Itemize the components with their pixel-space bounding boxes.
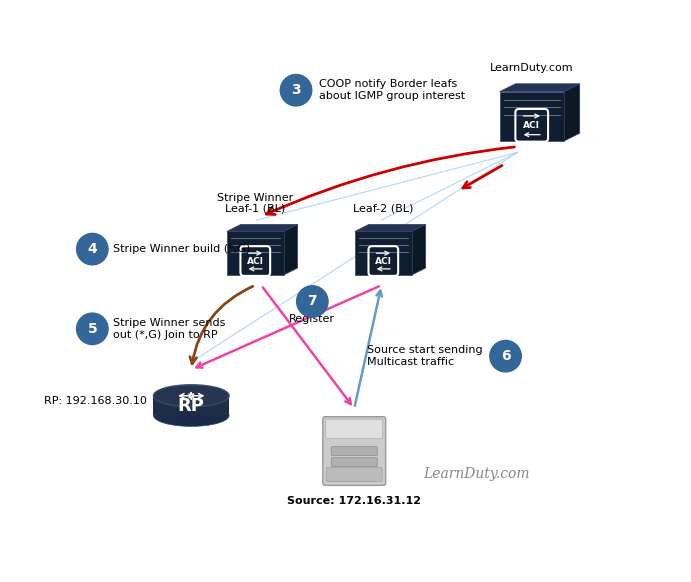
FancyBboxPatch shape <box>331 457 377 467</box>
Polygon shape <box>227 225 298 232</box>
Circle shape <box>490 340 521 372</box>
Text: Stripe Winner build (*,G): Stripe Winner build (*,G) <box>113 244 250 254</box>
Polygon shape <box>412 225 426 275</box>
Text: 5: 5 <box>88 322 97 336</box>
Text: Stripe Winner sends
out (*,G) Join to RP: Stripe Winner sends out (*,G) Join to RP <box>113 318 225 340</box>
Text: 6: 6 <box>501 349 511 363</box>
Text: COOP notify Border leafs
about IGMP group interest: COOP notify Border leafs about IGMP grou… <box>319 79 466 101</box>
Ellipse shape <box>153 385 229 407</box>
Circle shape <box>77 233 108 265</box>
Text: Leaf-1 (BL): Leaf-1 (BL) <box>225 204 285 214</box>
Circle shape <box>77 313 108 345</box>
Text: RP: 192.168.30.10: RP: 192.168.30.10 <box>44 396 146 406</box>
Text: Stripe Winner: Stripe Winner <box>217 193 294 204</box>
Polygon shape <box>355 232 412 275</box>
Text: ACI: ACI <box>523 121 540 130</box>
Text: RP: RP <box>178 396 205 414</box>
FancyBboxPatch shape <box>325 419 383 439</box>
Text: LearnDuty.com: LearnDuty.com <box>423 467 530 481</box>
Text: Source start sending
Multicast traffic: Source start sending Multicast traffic <box>367 345 482 367</box>
Text: LearnDuty.com: LearnDuty.com <box>490 63 574 73</box>
Text: ACI: ACI <box>247 257 264 265</box>
Text: ACI: ACI <box>375 257 392 265</box>
Text: 7: 7 <box>307 294 317 308</box>
Polygon shape <box>284 225 298 275</box>
Polygon shape <box>564 84 580 141</box>
Text: Register: Register <box>290 314 335 324</box>
Circle shape <box>296 286 328 317</box>
Polygon shape <box>500 84 580 91</box>
Ellipse shape <box>153 404 229 427</box>
Text: 4: 4 <box>88 242 97 256</box>
FancyBboxPatch shape <box>331 447 377 455</box>
Text: Leaf-2 (BL): Leaf-2 (BL) <box>353 204 413 214</box>
FancyBboxPatch shape <box>326 467 382 481</box>
Circle shape <box>281 74 312 106</box>
Polygon shape <box>227 232 284 275</box>
Bar <box>153 396 229 416</box>
Text: 3: 3 <box>291 83 301 97</box>
Polygon shape <box>355 225 426 232</box>
Text: Source: 172.16.31.12: Source: 172.16.31.12 <box>287 496 422 506</box>
FancyBboxPatch shape <box>323 417 386 485</box>
Polygon shape <box>500 91 564 141</box>
